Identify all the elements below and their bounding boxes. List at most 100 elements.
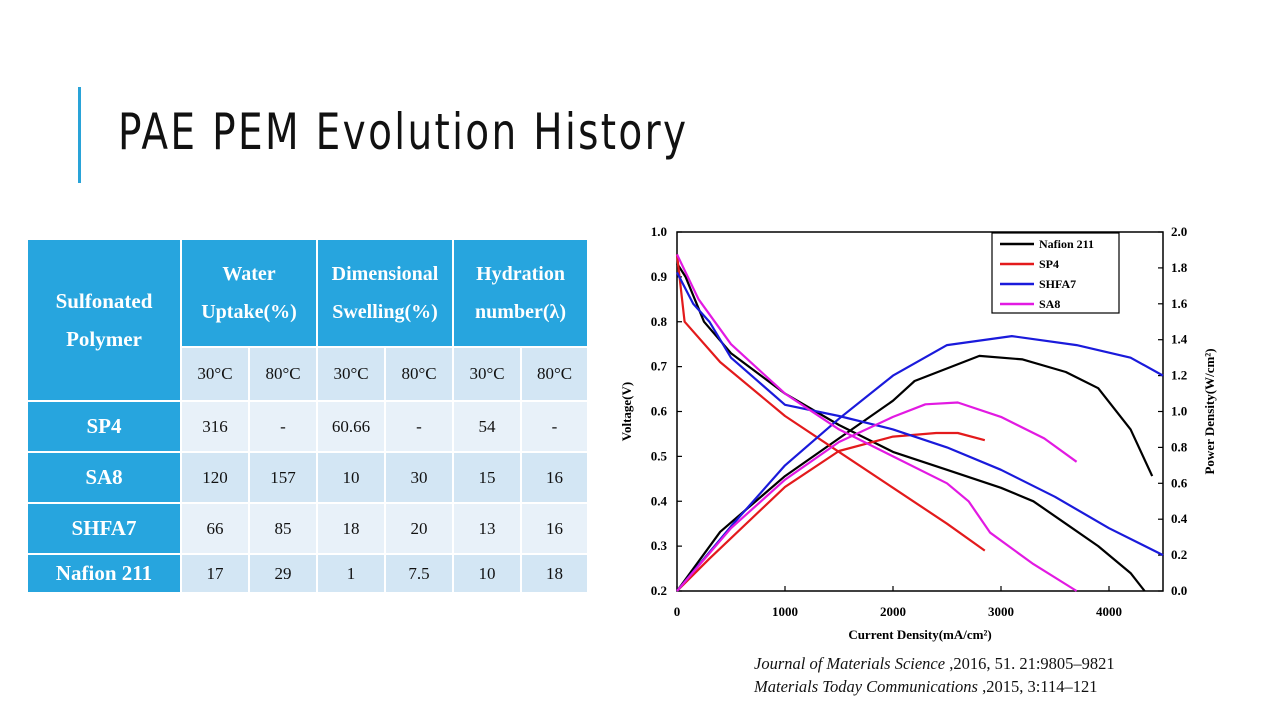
table-cell: 15 [452, 451, 523, 504]
row-label: SHFA7 [26, 502, 182, 555]
header-dimensional-swelling: Dimensional Swelling(%) [316, 238, 455, 348]
y2-tick-label: 1.6 [1171, 296, 1188, 311]
temp-header: 30°C [180, 346, 250, 402]
header-hydration-number: Hydration number(λ) [452, 238, 590, 348]
y2-axis-label: Power Density(W/cm²) [1202, 348, 1217, 474]
y2-tick-label: 1.8 [1171, 260, 1188, 275]
table-cell: 16 [520, 451, 590, 504]
series-sp4-polarization-line [675, 254, 986, 552]
table-cell: 1 [316, 553, 387, 594]
table-cell: 18 [520, 553, 590, 594]
table-cell: 120 [180, 451, 250, 504]
x-tick-label: 2000 [880, 604, 906, 619]
legend-label-nafion-211: Nafion 211 [1039, 237, 1094, 251]
table-cell: 316 [180, 400, 250, 453]
y2-tick-label: 0.2 [1171, 547, 1187, 562]
header-hydration-line2: number(λ) [475, 301, 566, 323]
reference-1-details: ,2016, 51. 21:9805–9821 [945, 654, 1115, 673]
table-cell: - [520, 400, 590, 453]
reference-2-journal: Materials Today Communications [754, 677, 978, 696]
header-sulfonated-polymer: Sulfonated Polymer [26, 238, 182, 402]
row-label: SA8 [26, 451, 182, 504]
slide-title: PAE PEM Evolution History [118, 103, 689, 161]
header-water-uptake: Water Uptake(%) [179, 238, 319, 348]
title-accent-bar [78, 87, 81, 183]
temp-header: 30°C [452, 346, 523, 402]
y2-tick-label: 2.0 [1171, 224, 1187, 239]
header-water-uptake-line2: Uptake(%) [201, 301, 297, 323]
table-cell: 17 [180, 553, 250, 594]
y-tick-label: 0.3 [651, 538, 668, 553]
x-tick-label: 1000 [772, 604, 798, 619]
table-cell: 60.66 [316, 400, 387, 453]
table-cell: 29 [247, 553, 319, 594]
table-row: SHFA7 66 85 18 20 13 16 [26, 502, 590, 555]
table-cell: 85 [247, 502, 319, 555]
series-sp4-power-line [676, 431, 986, 592]
series-nafion-211-polarization-line [676, 262, 1146, 592]
y-tick-label: 0.8 [651, 314, 668, 329]
y-tick-label: 0.9 [651, 269, 668, 284]
y2-tick-label: 0.6 [1171, 475, 1188, 490]
header-hydration-line1: Hydration [476, 263, 565, 285]
series-shfa7-power-line [676, 334, 1164, 592]
y2-tick-label: 0.8 [1171, 439, 1188, 454]
reference-2-details: ,2015, 3:114–121 [977, 677, 1098, 696]
header-swelling-line1: Dimensional [331, 263, 439, 285]
table-cell: 66 [180, 502, 250, 555]
table-cell: 13 [452, 502, 523, 555]
y-axis-label: Voltage(V) [619, 382, 634, 441]
y-tick-label: 0.5 [651, 448, 668, 463]
legend-label-sa8: SA8 [1039, 297, 1060, 311]
series-sa8-power-line [676, 401, 1078, 592]
header-polymer-line1: Sulfonated [55, 289, 153, 313]
y-tick-label: 0.6 [651, 404, 668, 419]
reference-1: Journal of Materials Science ,2016, 51. … [754, 654, 1115, 674]
temp-header: 30°C [316, 346, 387, 402]
legend-label-shfa7: SHFA7 [1039, 277, 1076, 291]
table-cell: 16 [520, 502, 590, 555]
membrane-properties-table: Sulfonated Polymer Water Uptake(%) Dimen… [26, 238, 590, 594]
temp-header: 80°C [247, 346, 319, 402]
temp-header: 80°C [520, 346, 590, 402]
table-row: SP4 316 - 60.66 - 54 - [26, 400, 590, 453]
table-cell: 7.5 [384, 553, 455, 594]
y-tick-label: 0.2 [651, 583, 667, 598]
table-cell: 30 [384, 451, 455, 504]
header-swelling-line2: Swelling(%) [332, 301, 438, 323]
y-tick-label: 0.4 [651, 493, 668, 508]
reference-2: Materials Today Communications ,2015, 3:… [754, 677, 1097, 697]
table-cell: 157 [247, 451, 319, 504]
table-cell: 10 [452, 553, 523, 594]
y-tick-label: 0.7 [651, 359, 668, 374]
table-cell: - [384, 400, 455, 453]
x-tick-label: 4000 [1096, 604, 1122, 619]
table-cell: 54 [452, 400, 523, 453]
x-tick-label: 3000 [988, 604, 1014, 619]
header-polymer-line2: Polymer [66, 327, 142, 351]
y2-tick-label: 1.0 [1171, 404, 1187, 419]
series-shfa7-polarization-line [676, 271, 1164, 557]
y2-tick-label: 0.4 [1171, 511, 1188, 526]
y2-tick-label: 0.0 [1171, 583, 1187, 598]
y-tick-label: 1.0 [651, 224, 667, 239]
table-row: SA8 120 157 10 30 15 16 [26, 451, 590, 504]
table-row: Nafion 211 17 29 1 7.5 10 18 [26, 553, 590, 594]
header-water-uptake-line1: Water [222, 263, 276, 285]
series-nafion-211-power-line [676, 354, 1154, 592]
table-cell: 10 [316, 451, 387, 504]
y2-tick-label: 1.4 [1171, 332, 1188, 347]
polarization-power-chart: 0 1000 2000 3000 4000 0.2 0.3 0.4 0.5 0.6 0.7 0.8 0.… [619, 224, 1217, 642]
legend-label-sp4: SP4 [1039, 257, 1059, 271]
legend-box [991, 232, 1120, 314]
table-cell: 18 [316, 502, 387, 555]
y2-tick-label: 1.2 [1171, 368, 1187, 383]
row-label: SP4 [26, 400, 182, 453]
x-axis-label: Current Density(mA/cm²) [848, 627, 991, 642]
table-cell: 20 [384, 502, 455, 555]
reference-1-journal: Journal of Materials Science [754, 654, 946, 673]
table-cell: - [247, 400, 319, 453]
temp-header: 80°C [384, 346, 455, 402]
series-sa8-polarization-line [676, 253, 1078, 592]
row-label: Nafion 211 [26, 553, 182, 594]
